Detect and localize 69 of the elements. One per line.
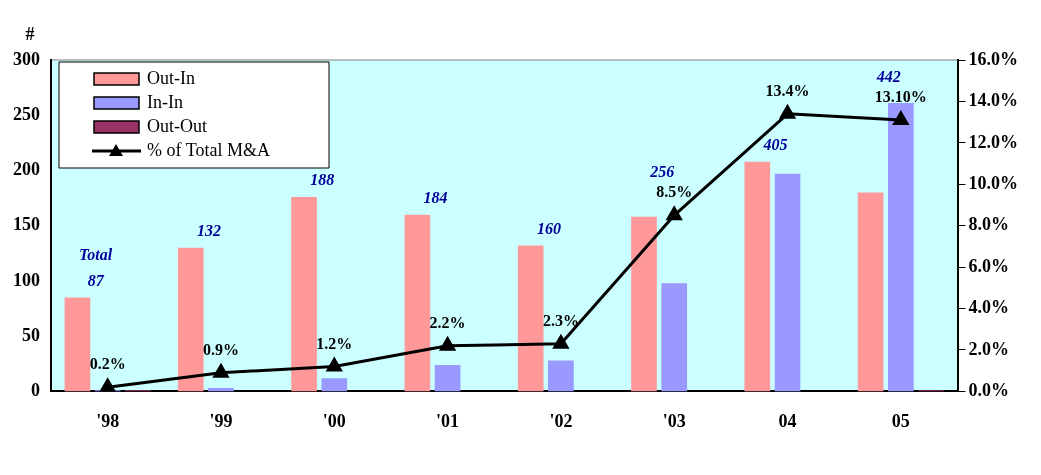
data-label: 0.2%: [89, 355, 126, 373]
total-label: 132: [196, 221, 221, 239]
bar: [744, 161, 771, 392]
point: [893, 111, 909, 126]
y2-tick-label: 6.0%: [968, 255, 1009, 276]
bar: [548, 360, 574, 392]
x-tick-label: '03: [662, 410, 686, 431]
bar: [291, 196, 317, 392]
y-axis-title: #: [25, 23, 35, 44]
total-label: 184: [423, 188, 448, 206]
total-label: 256: [649, 163, 675, 181]
point: [666, 206, 682, 221]
data-label: 0.9%: [202, 340, 239, 358]
bar: [517, 245, 544, 392]
data-label: 2.3%: [542, 311, 579, 329]
bar: [888, 103, 914, 392]
y2-tick-label: 14.0%: [968, 90, 1018, 111]
bar: [208, 388, 234, 392]
data-label: 1.2%: [316, 334, 353, 352]
legend-label: In-In: [147, 91, 183, 112]
bar: [404, 214, 431, 392]
y2-tick-label: 12.0%: [968, 131, 1018, 152]
y2-tick-label: 4.0%: [968, 297, 1009, 318]
total-label: 160: [536, 219, 561, 237]
annotation: Total: [79, 245, 113, 263]
y2-tick-label: 10.0%: [968, 172, 1018, 193]
y-tick-label: 250: [13, 103, 40, 124]
data-label: 8.5%: [656, 183, 693, 201]
x-tick-label: '99: [209, 410, 233, 431]
y-tick-label: 50: [22, 324, 40, 345]
x-tick-label: '02: [549, 410, 573, 431]
x-tick-label: 04: [778, 410, 797, 431]
point: [440, 337, 456, 351]
point: [100, 378, 116, 392]
point: [553, 335, 569, 349]
y-tick-label: 0: [31, 380, 40, 401]
x-tick-label: '98: [96, 410, 120, 431]
y-tick-label: 200: [13, 159, 40, 180]
data-label: 13.10%: [874, 88, 927, 106]
total-label: 442: [875, 68, 901, 86]
total-label: 87: [87, 271, 105, 289]
y2-tick-label: 8.0%: [968, 214, 1009, 235]
bar: [177, 247, 204, 392]
y2-tick-label: 16.0%: [968, 48, 1018, 69]
bar: [857, 192, 884, 392]
total-label: 405: [762, 135, 788, 153]
legend-label: Out-Out: [147, 115, 207, 136]
bar: [64, 297, 91, 392]
legend-label: % of Total M&A: [147, 139, 270, 160]
legend-label: Out-In: [147, 67, 195, 88]
bar: [321, 378, 348, 392]
y-tick-label: 100: [13, 269, 40, 290]
data-label: 2.2%: [429, 313, 466, 331]
y2-tick-label: 0.0%: [968, 380, 1009, 401]
point: [779, 105, 796, 119]
y-tick-label: 150: [13, 214, 40, 235]
bar: [774, 173, 801, 392]
y2-tick-label: 2.0%: [968, 338, 1009, 359]
x-tick-label: '00: [322, 410, 346, 431]
bar: [661, 283, 688, 392]
point: [326, 358, 342, 372]
bar: [434, 364, 461, 392]
bar: [631, 216, 657, 392]
y-tick-label: 300: [13, 48, 40, 69]
total-label: 188: [310, 171, 335, 189]
data-label: 13.4%: [765, 81, 810, 99]
x-tick-label: '01: [436, 410, 460, 431]
point: [213, 364, 229, 378]
x-tick-label: 05: [891, 410, 910, 431]
